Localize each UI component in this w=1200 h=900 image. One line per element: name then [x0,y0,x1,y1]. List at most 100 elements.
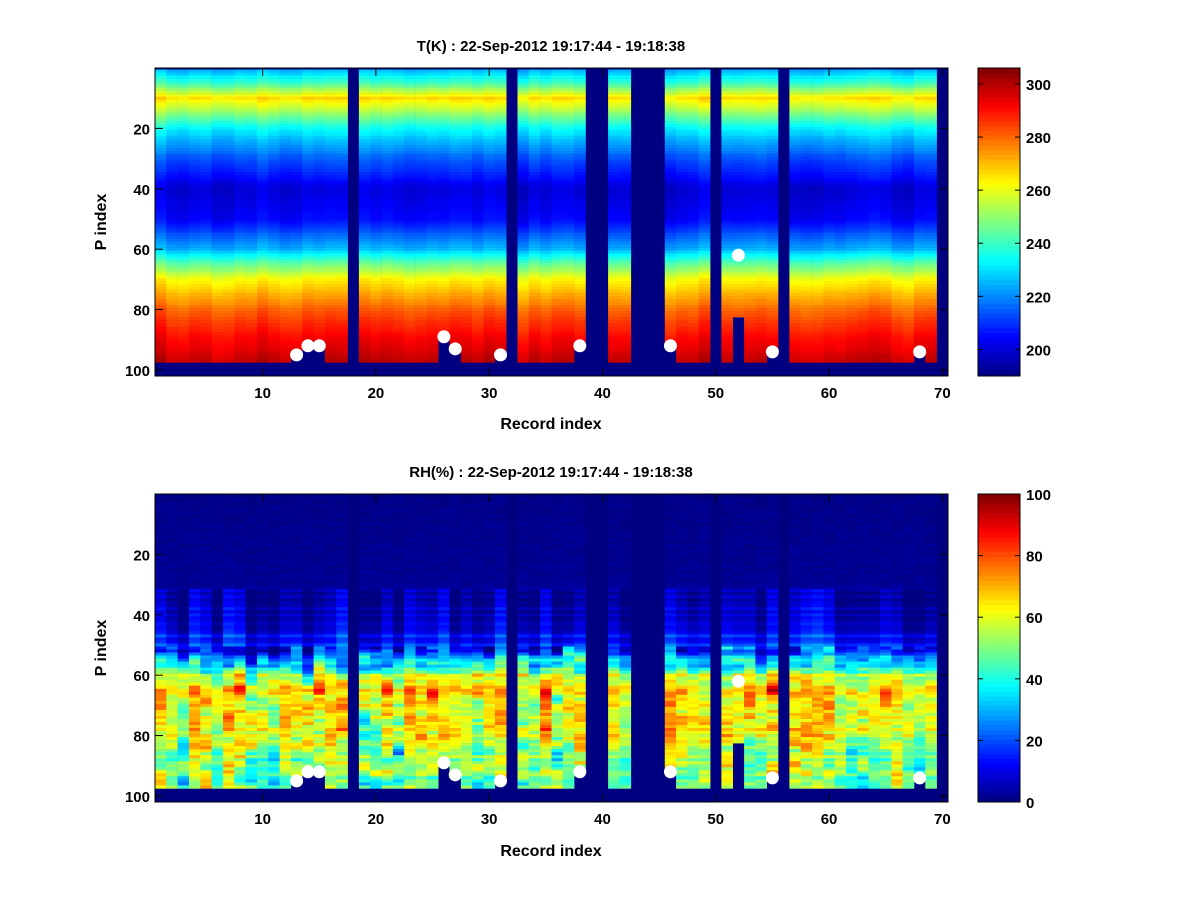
heatmap-cell [166,145,178,149]
heatmap-cell [676,299,688,303]
heatmap-cell [279,223,292,227]
heatmap-cell [800,93,813,97]
heatmap-cell [438,166,450,170]
heatmap-cell [302,99,314,103]
heatmap-cell [313,87,326,91]
heatmap-cell [279,160,292,164]
heatmap-cell [257,184,269,188]
heatmap-cell [302,178,314,182]
heatmap-cell [460,93,473,97]
heatmap-cell [755,139,767,143]
heatmap-cell [245,84,258,88]
heatmap-cell [472,81,484,85]
heatmap-cell [664,190,677,194]
heatmap-cell [200,99,212,103]
heatmap-cell [800,78,813,82]
heatmap-cell [494,217,507,221]
heatmap-cell [336,232,348,236]
heatmap-cell [302,108,314,113]
heatmap-cell [177,262,190,267]
heatmap-cell [234,341,246,345]
heatmap-cell [687,238,699,242]
heatmap-cell [302,232,314,236]
heatmap-cell [177,190,190,194]
heatmap-cell [449,232,462,236]
heatmap-cell [302,72,314,76]
heatmap-cell [381,142,394,146]
heatmap-cell [698,341,711,345]
heatmap-cell [834,274,847,279]
heatmap-cell [155,317,167,321]
heatmap-cell [313,329,326,333]
heatmap-cell [460,178,473,182]
heatmap-cell [257,75,269,79]
heatmap-cell [268,93,280,97]
heatmap-cell [472,359,484,363]
heatmap-cell [608,111,620,116]
heatmap-cell [732,205,745,209]
heatmap-cell [155,341,167,345]
heatmap-cell [302,90,314,94]
heatmap-cell [211,353,224,357]
heatmap-cell [302,311,314,315]
heatmap-cell [766,335,779,339]
heatmap-cell [472,142,484,146]
heatmap-cell [189,259,201,263]
heatmap-cell [823,87,835,91]
heatmap-cell [834,81,847,85]
heatmap-cell [608,232,620,236]
heatmap-cell [789,268,801,273]
heatmap-cell [472,317,484,321]
heatmap-cell [812,114,824,119]
heatmap-cell [698,111,711,116]
heatmap-cell [789,302,801,306]
heatmap-cell [392,302,405,306]
heatmap-cell [766,145,779,149]
heatmap-cell [166,293,178,297]
heatmap-cell [392,253,405,257]
heatmap-cell [834,262,847,267]
heatmap-cell [426,157,439,161]
heatmap-cell [744,247,756,251]
heatmap-cell [449,265,462,270]
heatmap-cell [744,84,756,88]
heatmap-cell [392,329,405,333]
heatmap-cell [687,196,699,200]
heatmap-cell [449,320,462,324]
heatmap-cell [834,78,847,82]
heatmap-cell [732,81,745,85]
heatmap-cell [381,320,394,324]
heatmap-cell [177,81,190,85]
heatmap-cell [528,268,541,273]
heatmap-cell [562,280,575,285]
heatmap-cell [676,157,688,161]
heatmap-cell [279,344,292,348]
heatmap-cell [200,356,212,360]
heatmap-cell [438,265,450,270]
heatmap-cell [268,169,280,173]
heatmap-cell [200,184,212,188]
heatmap-cell [460,169,473,173]
heatmap-cell [664,241,677,245]
heatmap-cell [460,305,473,309]
heatmap-cell [234,253,246,257]
heatmap-cell [426,160,439,164]
heatmap-cell [245,117,258,122]
heatmap-cell [834,344,847,348]
heatmap-cell [426,187,439,191]
heatmap-cell [528,335,541,339]
heatmap-cell [370,166,382,170]
heatmap-cell [619,199,632,203]
heatmap-cell [279,299,292,303]
heatmap-cell [755,226,767,230]
heatmap-cell [257,314,269,318]
heatmap-cell [574,187,586,191]
heatmap-cell [313,253,326,257]
heatmap-cell [823,114,835,119]
heatmap-cell [302,223,314,227]
heatmap-cell [664,142,677,146]
heatmap-cell [732,190,745,194]
heatmap-cell [245,235,258,239]
heatmap-cell [676,129,688,134]
heatmap-cell [257,323,269,327]
